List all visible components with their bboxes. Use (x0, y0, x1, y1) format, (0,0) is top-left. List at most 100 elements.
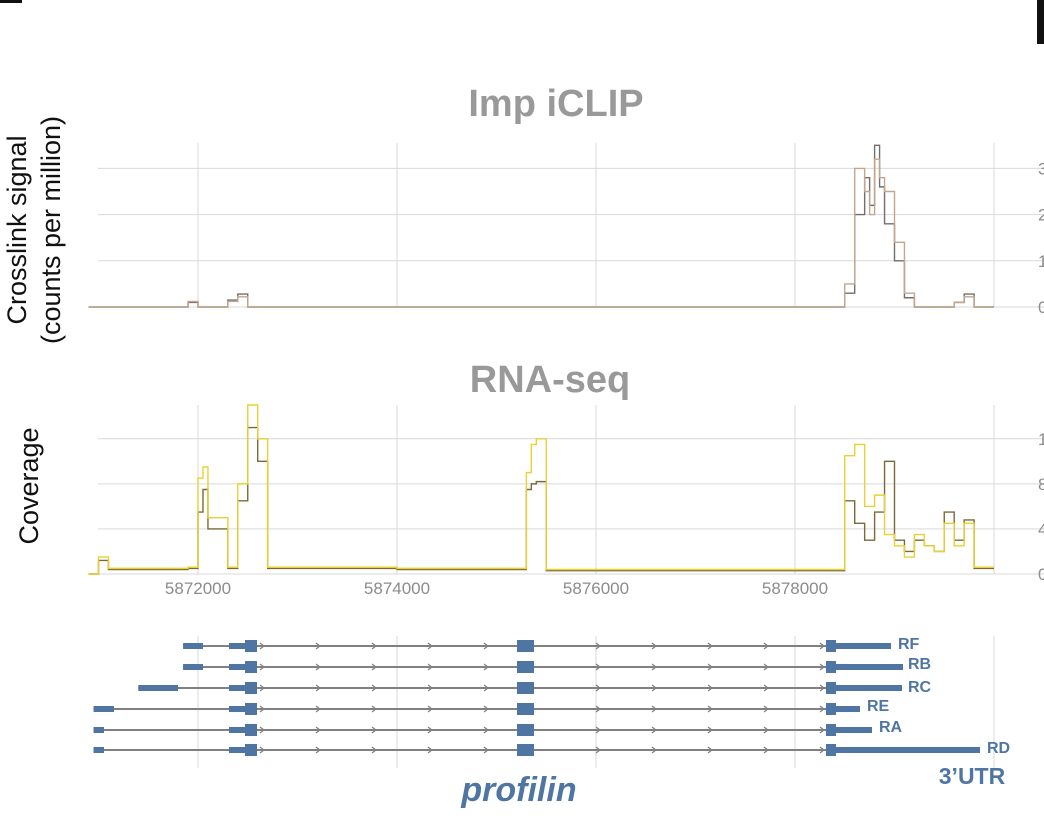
isoform-label: RF (898, 636, 920, 653)
strand-arrow (651, 746, 657, 754)
strand-arrow (315, 663, 321, 671)
isoform-label: RA (879, 719, 903, 736)
exon (517, 724, 534, 736)
ytick-label: 0 (1038, 565, 1044, 584)
strand-arrow (371, 663, 377, 671)
three-prime-utr (836, 664, 903, 670)
strand-arrow (595, 705, 601, 713)
exon (826, 724, 836, 736)
five-prime-utr (93, 747, 104, 753)
exon (517, 640, 534, 652)
strand-arrow (315, 705, 321, 713)
exon (245, 703, 257, 715)
iclip-panel: Imp iCLIP Crosslink signal (counts per m… (2, 83, 1044, 344)
exon (517, 744, 534, 756)
strand-arrow (763, 642, 769, 650)
ytick-label: 0 (1038, 298, 1044, 317)
strand-arrow (595, 746, 601, 754)
strand-arrow (651, 726, 657, 734)
exon (229, 664, 245, 670)
gene-model-gridlines (197, 636, 995, 768)
xtick-label: 5876000 (563, 579, 629, 598)
isoform-label: RE (867, 698, 890, 715)
five-prime-utr (138, 685, 178, 691)
iclip-title: Imp iCLIP (468, 83, 643, 125)
iclip-series (88, 144, 994, 308)
series-line-1 (88, 144, 994, 308)
series-line-2 (88, 158, 994, 308)
exon (229, 727, 245, 733)
three-prime-utr (836, 747, 980, 753)
series-line-1 (88, 426, 994, 575)
five-prime-utr (183, 664, 203, 670)
ytick-label: 2 (1038, 206, 1044, 225)
xtick-label: 5872000 (165, 579, 231, 598)
five-prime-utr (183, 643, 203, 649)
strand-arrow (819, 684, 825, 692)
gene-name: profilin (460, 771, 576, 809)
strand-arrow (427, 705, 433, 713)
rnaseq-title: RNA-seq (470, 359, 630, 401)
strand-arrow (315, 726, 321, 734)
strand-arrow (595, 684, 601, 692)
strand-arrow (651, 705, 657, 713)
strand-arrow (259, 642, 265, 650)
three-prime-utr (836, 706, 860, 712)
exon (517, 682, 534, 694)
strand-arrow (371, 705, 377, 713)
strand-arrow (259, 663, 265, 671)
exon (245, 640, 257, 652)
three-prime-utr (836, 727, 872, 733)
strand-arrow (819, 705, 825, 713)
strand-arrow (259, 684, 265, 692)
strand-arrow (707, 642, 713, 650)
five-prime-utr (93, 727, 104, 733)
rnaseq-gridlines (98, 405, 1044, 575)
ytick-label: 8 (1038, 475, 1044, 494)
three-prime-utr (836, 685, 902, 691)
exon (517, 661, 534, 673)
strand-arrow (259, 726, 265, 734)
strand-arrow (427, 726, 433, 734)
strand-arrow (651, 663, 657, 671)
iclip-gridlines (98, 143, 1044, 308)
iclip-ylabel-line2: (counts per million) (36, 116, 66, 344)
iclip-ylabel: Crosslink signal (counts per million) (2, 116, 66, 344)
rnaseq-xtick-labels: 5872000 5874000 5876000 5878000 (165, 579, 828, 598)
strand-arrow (371, 642, 377, 650)
exon (826, 640, 836, 652)
strand-arrow (427, 663, 433, 671)
exon (826, 661, 836, 673)
strand-arrow (651, 684, 657, 692)
strand-arrow (707, 663, 713, 671)
strand-arrow (819, 746, 825, 754)
isoform-label: RB (908, 656, 931, 673)
three-prime-utr (836, 643, 891, 649)
rnaseq-panel: RNA-seq Coverage 04812 58720005874000587… (14, 359, 1044, 598)
strand-arrow (707, 746, 713, 754)
exon (826, 682, 836, 694)
exon (826, 744, 836, 756)
strand-arrow (259, 705, 265, 713)
iclip-ytick-labels: 0 1 2 3 (1038, 159, 1044, 317)
ytick-label: 3 (1038, 159, 1044, 178)
strand-arrow (371, 746, 377, 754)
exon (229, 706, 245, 712)
strand-arrow (707, 726, 713, 734)
exon (517, 703, 534, 715)
exon (245, 724, 257, 736)
rnaseq-ylabel: Coverage (14, 427, 44, 544)
ytick-label: 4 (1038, 520, 1044, 539)
strand-arrow (259, 746, 265, 754)
gene-model-panel: RF RB RC RE RA RD 3’UTR profilin (93, 636, 1010, 809)
strand-arrow (595, 726, 601, 734)
exon (826, 703, 836, 715)
series-line-2 (88, 404, 994, 575)
ytick-label: 1 (1038, 252, 1044, 271)
exon (229, 747, 245, 753)
exon (245, 744, 257, 756)
xtick-label: 5878000 (762, 579, 828, 598)
exon (229, 685, 245, 691)
strand-arrow (483, 705, 489, 713)
